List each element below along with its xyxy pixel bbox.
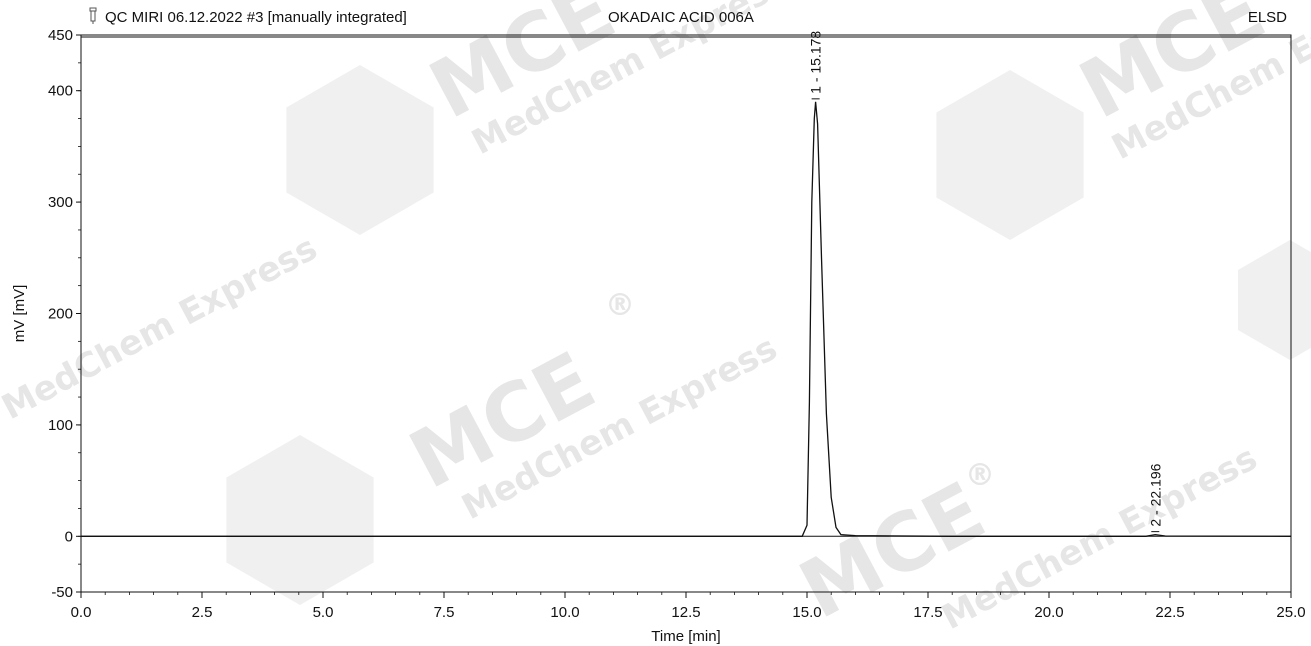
watermark-logo-hexagon bbox=[1238, 240, 1311, 360]
watermark-logo-hexagon bbox=[286, 65, 434, 235]
x-axis: 0.0 2.5 5.0 7.5 10.0 12.5 15.0 17.5 20.0 22.5 25.0 bbox=[71, 592, 1306, 621]
x-tick-label: 15.0 bbox=[792, 604, 821, 621]
watermark-registered: ® bbox=[965, 458, 995, 493]
y-tick-label: 100 bbox=[48, 417, 73, 434]
y-axis: -50 0 100 200 300 400 450 bbox=[48, 27, 81, 601]
instrument-icon bbox=[89, 7, 97, 24]
chromatogram-trace bbox=[81, 101, 1292, 537]
watermark-registered: ® bbox=[605, 288, 635, 323]
watermark-logo-hexagon bbox=[936, 70, 1084, 240]
y-tick-label: -50 bbox=[51, 584, 73, 601]
watermark-company: MedChem Express bbox=[0, 228, 324, 428]
y-tick-label: 300 bbox=[48, 194, 73, 211]
y-tick-label: 450 bbox=[48, 27, 73, 44]
x-tick-label: 2.5 bbox=[192, 604, 213, 621]
series-layer bbox=[81, 101, 1292, 537]
peak-label: 2 - 22.196 bbox=[1147, 463, 1163, 526]
x-tick-label: 10.0 bbox=[550, 604, 579, 621]
sample-info-title: QC MIRI 06.12.2022 #3 [manually integrat… bbox=[105, 9, 407, 26]
y-axis-title: mV [mV] bbox=[11, 285, 28, 343]
peak-label: 1 - 15.178 bbox=[808, 31, 824, 94]
x-tick-label: 22.5 bbox=[1155, 604, 1184, 621]
watermark-logo-hexagon bbox=[226, 435, 374, 605]
x-tick-label: 0.0 bbox=[71, 604, 92, 621]
x-axis-title: Time [min] bbox=[651, 628, 720, 645]
x-tick-label: 7.5 bbox=[434, 604, 455, 621]
sample-name-title: OKADAIC ACID 006A bbox=[608, 9, 754, 26]
x-tick-label: 5.0 bbox=[313, 604, 334, 621]
peak-label-layer: 1 - 15.178 2 - 22.196 bbox=[808, 31, 1163, 533]
detector-label: ELSD bbox=[1247, 9, 1287, 26]
x-tick-label: 12.5 bbox=[671, 604, 700, 621]
x-tick-label: 20.0 bbox=[1034, 604, 1063, 621]
x-tick-label: 25.0 bbox=[1276, 604, 1305, 621]
y-tick-label: 0 bbox=[65, 528, 73, 545]
y-tick-label: 200 bbox=[48, 306, 73, 323]
x-tick-label: 17.5 bbox=[913, 604, 942, 621]
y-tick-label: 400 bbox=[48, 83, 73, 100]
